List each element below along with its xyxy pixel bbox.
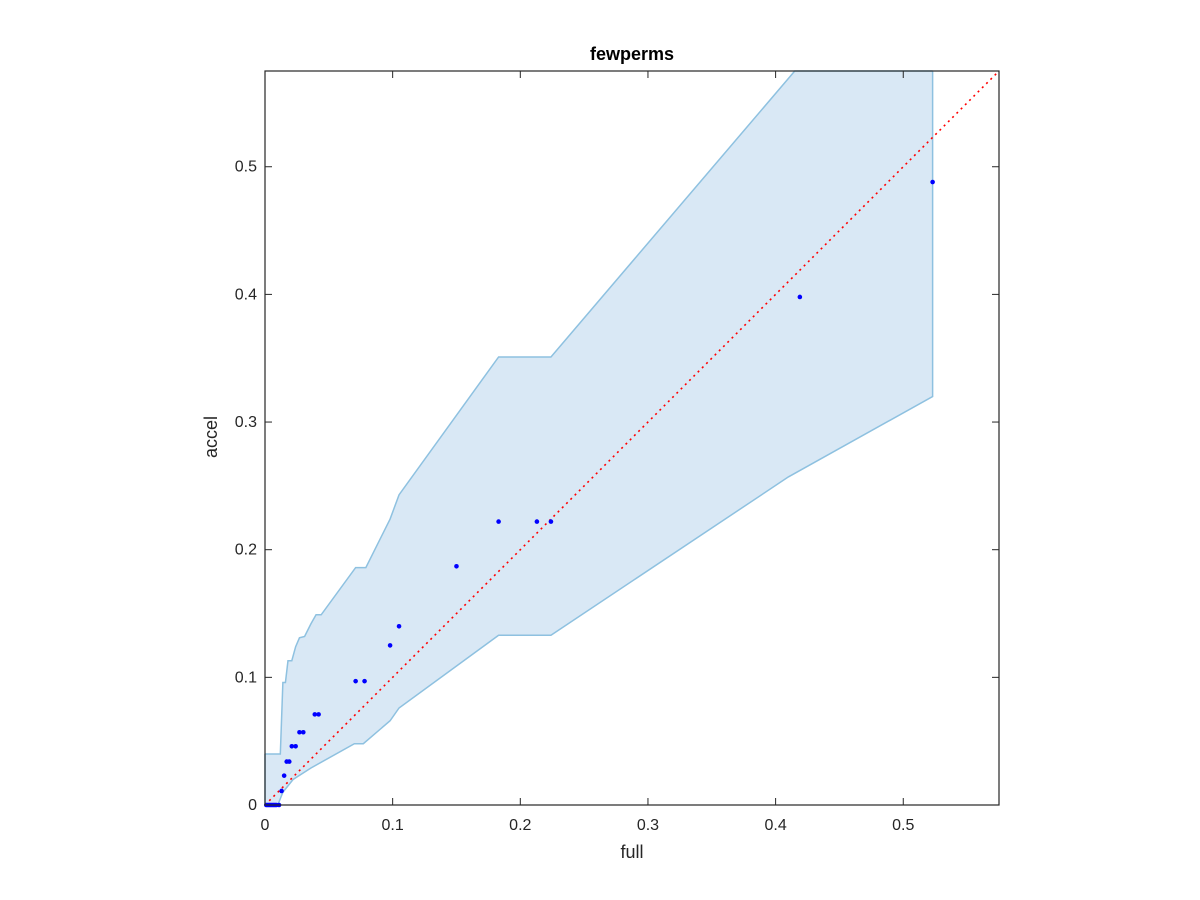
reference-line: [264, 70, 1000, 806]
data-point: [548, 519, 554, 524]
chart-title: fewperms: [590, 44, 674, 64]
plot-area: 0 0.1 0.2 0.3 0.4 0.5 0 0.1 0.2 0.3 0.4 0.5: [235, 70, 1000, 834]
x-tick-label: 0.5: [892, 817, 914, 834]
data-point: [289, 743, 295, 749]
x-tick-label: 0.2: [509, 817, 531, 834]
y-tick-label: 0.4: [235, 286, 257, 303]
data-point: [316, 712, 321, 717]
data-point: [286, 759, 292, 764]
data-point: [797, 294, 803, 300]
x-tick-label: 0.3: [637, 817, 659, 834]
reference-line-layer: [264, 70, 1000, 806]
confidence-band: [264, 70, 934, 806]
y-axis-label: accel: [201, 416, 221, 458]
data-point: [279, 788, 284, 794]
y-tick-label: 0.3: [235, 414, 257, 431]
data-point: [930, 179, 935, 185]
data-point: [297, 729, 302, 735]
confidence-band-lower-edge: [265, 71, 934, 806]
data-point: [387, 643, 393, 648]
data-point: [362, 678, 367, 684]
data-point: [396, 623, 402, 629]
data-point: [281, 773, 287, 778]
data-point: [353, 678, 358, 684]
x-tick-label: 0.4: [764, 817, 786, 834]
y-tick-label: 0.5: [235, 159, 257, 176]
x-axis-label: full: [620, 842, 643, 862]
data-point: [496, 519, 501, 524]
y-tick-label: 0.2: [235, 542, 257, 559]
axes: [264, 70, 1000, 806]
data-point: [293, 743, 298, 749]
x-tick-label: 0.1: [382, 817, 404, 834]
data-point: [534, 519, 540, 524]
y-tick-label: 0.1: [235, 669, 257, 686]
data-point: [300, 729, 306, 735]
confidence-band-fill: [265, 71, 933, 805]
axes-box: [264, 70, 1000, 806]
data-point: [454, 563, 459, 569]
data-point: [312, 712, 318, 717]
y-tick-label: 0: [248, 797, 257, 814]
x-tick-label: 0: [261, 817, 270, 834]
confidence-band-upper-edge: [265, 70, 933, 755]
ticks: 0 0.1 0.2 0.3 0.4 0.5 0 0.1 0.2 0.3 0.4 0.5: [235, 71, 999, 834]
